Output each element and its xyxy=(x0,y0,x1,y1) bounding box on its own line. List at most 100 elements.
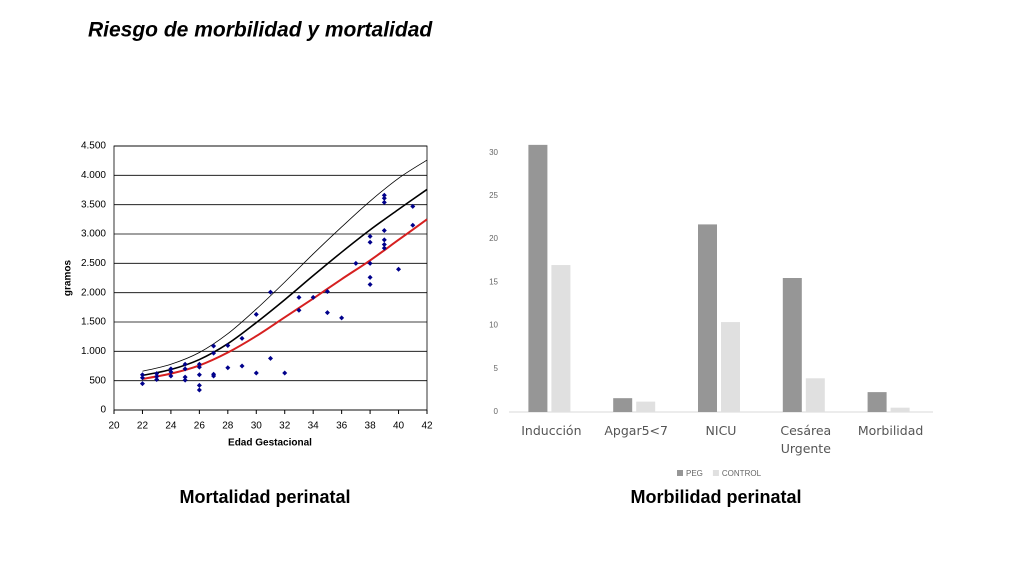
point xyxy=(239,335,245,341)
legend-swatch xyxy=(677,470,683,476)
point xyxy=(268,289,273,295)
point xyxy=(154,376,160,382)
point xyxy=(381,195,387,201)
point xyxy=(396,266,402,272)
point xyxy=(410,222,416,228)
point xyxy=(154,374,160,380)
x-tick-label: 32 xyxy=(279,421,291,432)
x-tick-label: Cesárea Urgente xyxy=(780,423,832,456)
point xyxy=(196,387,202,393)
point xyxy=(353,260,359,266)
point xyxy=(182,374,188,380)
point xyxy=(367,274,373,280)
point xyxy=(196,361,202,367)
point xyxy=(381,192,387,198)
y-tick-label: 10 xyxy=(489,321,498,330)
point xyxy=(381,227,387,233)
point xyxy=(182,377,188,383)
legend-label: CONTROL xyxy=(722,469,762,478)
bar xyxy=(890,407,910,412)
curve xyxy=(142,188,428,377)
x-tick-label: 28 xyxy=(222,421,234,432)
legend-label: PEG xyxy=(686,469,703,478)
x-tick-label: NICU xyxy=(705,423,737,438)
y-tick-label: 5 xyxy=(494,364,499,373)
point xyxy=(139,381,145,387)
y-tick-label: 20 xyxy=(489,234,498,243)
point xyxy=(196,372,202,378)
x-tick-label: 30 xyxy=(251,421,263,432)
x-tick-label: 34 xyxy=(308,421,320,432)
y-tick-label: 1.500 xyxy=(81,317,106,328)
bar xyxy=(528,144,548,413)
point xyxy=(211,371,217,377)
bar xyxy=(867,392,887,412)
y-tick-label: 0 xyxy=(494,407,499,416)
point xyxy=(367,260,373,266)
point xyxy=(139,372,145,378)
x-tick-label: 26 xyxy=(194,421,206,432)
point xyxy=(253,311,259,317)
y-tick-label: 30 xyxy=(489,148,498,157)
point xyxy=(381,199,387,205)
plot-frame xyxy=(113,145,428,411)
y-tick-label: 3.500 xyxy=(81,199,106,210)
x-tick-label: Inducción xyxy=(521,423,582,438)
x-tick-label: 42 xyxy=(421,421,433,432)
point xyxy=(381,237,387,243)
slide-title: Riesgo de morbilidad y mortalidad xyxy=(88,19,433,42)
y-axis-label: gramos xyxy=(63,260,74,297)
point xyxy=(381,245,387,251)
y-tick-label: 500 xyxy=(89,375,106,386)
point xyxy=(168,366,174,372)
y-tick-label: 3.000 xyxy=(81,229,106,240)
bar xyxy=(805,378,825,412)
point xyxy=(225,365,231,371)
point xyxy=(225,342,231,348)
curve xyxy=(142,159,428,372)
point xyxy=(154,371,160,377)
legend-swatch xyxy=(712,470,719,476)
point xyxy=(211,343,217,349)
x-tick-label: 22 xyxy=(137,421,149,432)
point xyxy=(196,364,202,370)
x-tick-label: 24 xyxy=(165,421,177,432)
x-tick-label: 36 xyxy=(336,421,348,432)
point xyxy=(253,370,259,376)
point xyxy=(296,307,302,313)
bar xyxy=(613,398,633,412)
point xyxy=(139,375,145,381)
bar xyxy=(551,265,571,412)
x-axis-label: Edad Gestacional xyxy=(228,438,312,449)
point xyxy=(196,382,202,388)
x-tick-label: Morbilidad xyxy=(857,423,924,438)
point xyxy=(282,370,288,376)
y-tick-label: 4.500 xyxy=(81,141,106,152)
caption: Mortalidad perinatal xyxy=(179,487,350,507)
point xyxy=(367,239,373,245)
y-tick-label: 25 xyxy=(489,191,498,200)
point xyxy=(310,294,316,300)
x-tick-label: 20 xyxy=(108,421,120,432)
y-tick-label: 4.000 xyxy=(81,170,106,181)
point xyxy=(239,363,245,369)
x-tick-label: 40 xyxy=(393,421,405,432)
point xyxy=(182,366,188,372)
y-tick-label: 2.000 xyxy=(81,287,106,298)
y-tick-label: 1.000 xyxy=(81,346,106,357)
x-tick-label: 38 xyxy=(365,421,377,432)
point xyxy=(268,355,273,361)
y-tick-label: 2.500 xyxy=(81,258,106,269)
bar xyxy=(636,401,656,412)
curve xyxy=(142,218,428,380)
point xyxy=(182,361,188,367)
point xyxy=(168,369,174,375)
y-tick-label: 15 xyxy=(489,277,498,286)
bar xyxy=(721,322,740,412)
bar xyxy=(782,278,802,412)
point xyxy=(367,233,373,239)
point xyxy=(324,310,330,316)
point xyxy=(381,242,387,248)
